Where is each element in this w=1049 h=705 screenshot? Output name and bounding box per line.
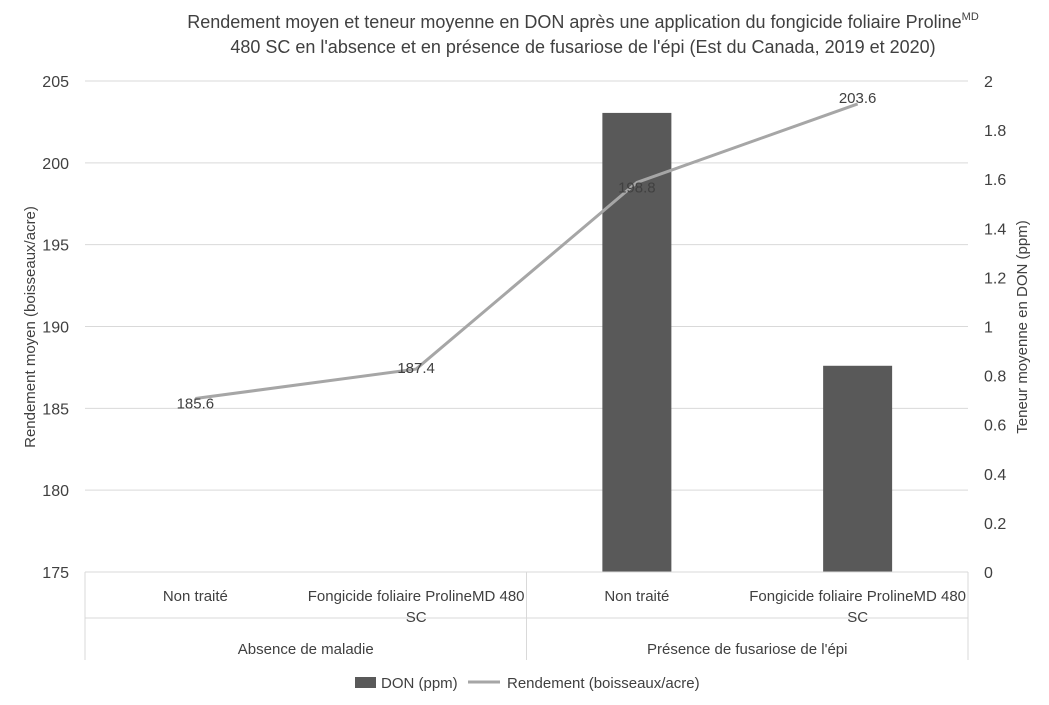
rendement-data-label: 185.6 — [177, 396, 215, 413]
rendement-data-label: 198.8 — [618, 179, 656, 196]
y-right-tick-label: 1 — [984, 320, 993, 337]
x-category-label: SC — [406, 609, 427, 626]
legend-label-rendement: Rendement (boisseaux/acre) — [507, 675, 700, 692]
x-category-label: Fongicide foliaire ProlineMD 480 — [749, 588, 966, 605]
y-right-tick-label: 1.4 — [984, 221, 1006, 238]
don-bar — [823, 365, 893, 572]
chart-title-main: Rendement moyen et teneur moyenne en DON… — [187, 12, 961, 32]
chart-title-superscript: MD — [962, 11, 979, 23]
x-category-label: SC — [847, 609, 868, 626]
x-category-label: Fongicide foliaire ProlineMD 480 — [308, 588, 525, 605]
y-right-tick-label: 1.2 — [984, 270, 1006, 287]
y-left-tick-label: 190 — [42, 320, 69, 337]
y-right-tick-label: 0.8 — [984, 369, 1006, 386]
y-right-tick-label: 0.4 — [984, 467, 1006, 484]
y-left-tick-label: 185 — [42, 401, 69, 418]
y-left-tick-label: 175 — [42, 565, 69, 582]
rendement-data-label: 187.4 — [397, 360, 435, 377]
y-right-tick-label: 1.6 — [984, 172, 1006, 189]
y-right-tick-label: 0 — [984, 565, 993, 582]
y-left-axis-title: Rendement moyen (boisseaux/acre) — [22, 206, 39, 448]
x-category-label: Non traité — [163, 588, 228, 605]
x-category-label: Non traité — [604, 588, 669, 605]
rendement-line — [195, 102, 859, 401]
chart-title: Rendement moyen et teneur moyenne en DON… — [187, 11, 979, 32]
don-bar — [602, 112, 672, 572]
y-right-tick-label: 0.2 — [984, 516, 1006, 533]
y-left-tick-label: 200 — [42, 156, 69, 173]
rendement-data-label: 203.6 — [839, 90, 877, 107]
y-right-tick-label: 0.6 — [984, 418, 1006, 435]
y-left-tick-label: 180 — [42, 483, 69, 500]
chart-title-line2: 480 SC en l'absence et en présence de fu… — [230, 37, 935, 57]
legend-label-don: DON (ppm) — [381, 675, 458, 692]
legend-swatch-don — [355, 677, 376, 688]
y-left-tick-label: 205 — [42, 74, 69, 91]
x-group-label: Absence de maladie — [238, 641, 374, 658]
y-right-tick-label: 2 — [984, 74, 993, 91]
x-group-label: Présence de fusariose de l'épi — [647, 641, 848, 658]
y-right-axis-title: Teneur moyenne en DON (ppm) — [1014, 220, 1031, 433]
y-right-tick-label: 1.8 — [984, 123, 1006, 140]
y-left-tick-label: 195 — [42, 238, 69, 255]
